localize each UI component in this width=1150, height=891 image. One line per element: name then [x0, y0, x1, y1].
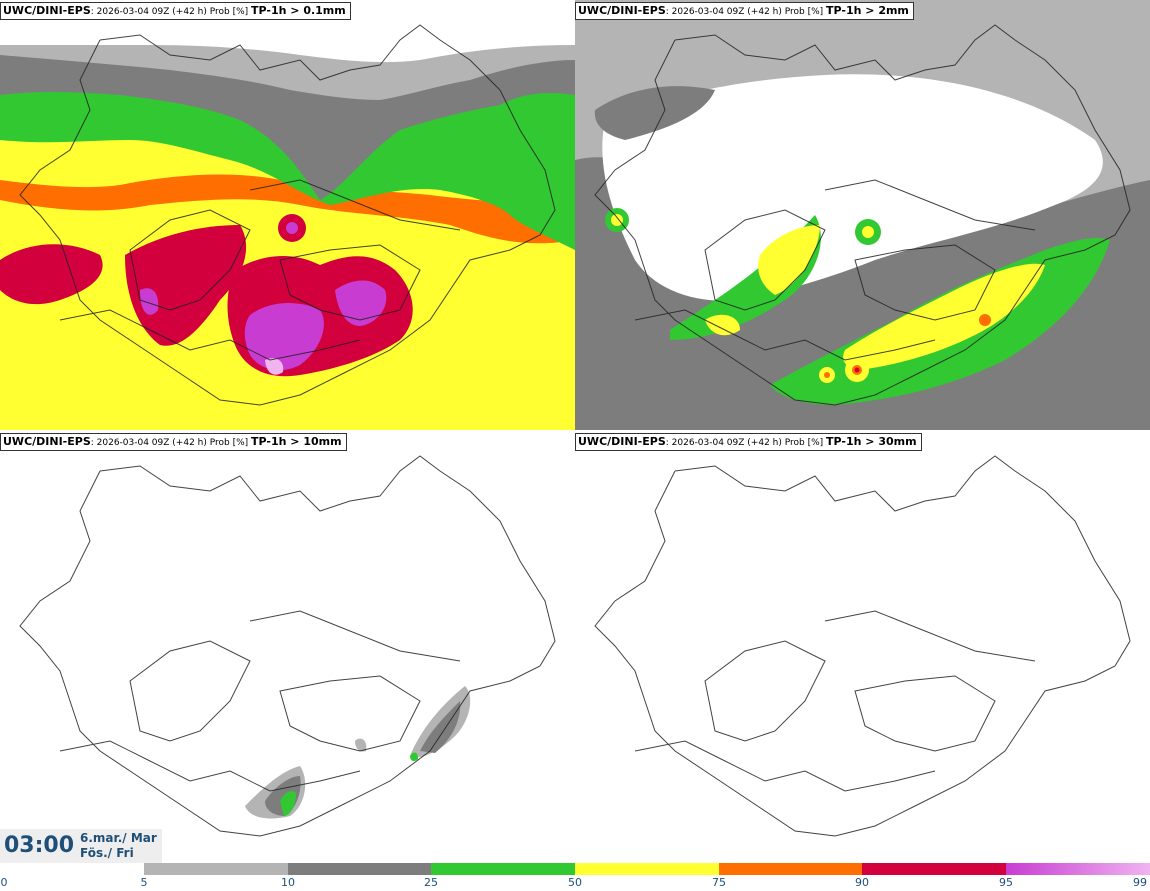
colorbar-segment-0-5 — [0, 863, 144, 875]
colorbar-tick-75: 75 — [712, 876, 726, 889]
colorbar-tick-50: 50 — [568, 876, 582, 889]
colorbar-segment-90-95 — [862, 863, 1006, 875]
colorbar-segment-10-25 — [288, 863, 431, 875]
valid-time: 03:00 — [4, 833, 75, 858]
valid-date-line1: 6.mar./ Mar — [80, 831, 157, 845]
colorbar-segment-5-10 — [144, 863, 288, 875]
colorbar-tick-10: 10 — [281, 876, 295, 889]
map-panel-tp-0-1mm: UWC/DINI-EPS: 2026-03-04 09Z (+42 h) Pro… — [0, 0, 575, 430]
valid-date-line2: Fös./ Fri — [80, 846, 134, 860]
colorbar-tick-25: 25 — [424, 876, 438, 889]
map-panel-tp-10mm: UWC/DINI-EPS: 2026-03-04 09Z (+42 h) Pro… — [0, 431, 575, 861]
colorbar-segment-95-99 — [1006, 863, 1150, 875]
panel-title: UWC/DINI-EPS: 2026-03-04 09Z (+42 h) Pro… — [575, 433, 922, 451]
colorbar-segment-75-90 — [719, 863, 862, 875]
probability-map — [0, 431, 575, 861]
colorbar: 0 5 10 25 50 75 90 95 99 — [0, 863, 1150, 891]
colorbar-segment-50-75 — [575, 863, 719, 875]
colorbar-tick-0: 0 — [0, 876, 8, 889]
probability-map — [0, 0, 575, 430]
colorbar-tick-99: 99 — [1133, 876, 1147, 889]
colorbar-tick-5: 5 — [140, 876, 148, 889]
map-panel-tp-2mm: UWC/DINI-EPS: 2026-03-04 09Z (+42 h) Pro… — [575, 0, 1150, 430]
valid-time-box: 03:00 6.mar./ Mar Fös./ Fri — [0, 829, 162, 863]
panel-title: UWC/DINI-EPS: 2026-03-04 09Z (+42 h) Pro… — [0, 433, 347, 451]
colorbar-segment-25-50 — [431, 863, 575, 875]
colorbar-tick-95: 95 — [999, 876, 1013, 889]
panel-title: UWC/DINI-EPS: 2026-03-04 09Z (+42 h) Pro… — [575, 2, 914, 20]
colorbar-tick-90: 90 — [855, 876, 869, 889]
map-panel-tp-30mm: UWC/DINI-EPS: 2026-03-04 09Z (+42 h) Pro… — [575, 431, 1150, 861]
probability-map — [575, 0, 1150, 430]
panel-title: UWC/DINI-EPS: 2026-03-04 09Z (+42 h) Pro… — [0, 2, 351, 20]
probability-map — [575, 431, 1150, 861]
